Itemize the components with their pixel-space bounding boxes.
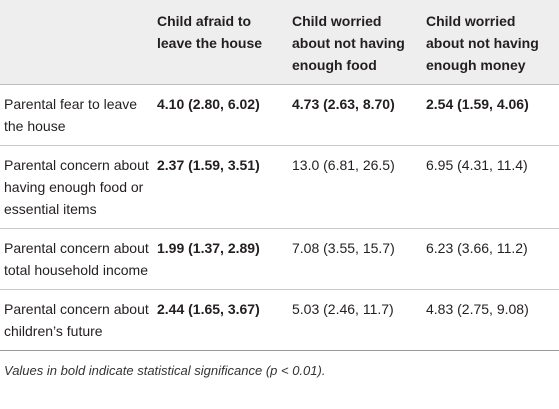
table-row: Parental concern about total household i… — [0, 228, 559, 290]
table-header: Child afraid to leave the house Child wo… — [0, 0, 559, 85]
cell: 4.10 (2.80, 6.02) — [153, 84, 288, 146]
row-label: Parental concern about having enough foo… — [0, 145, 153, 229]
cell: 2.54 (1.59, 4.06) — [422, 84, 559, 146]
cell: 5.03 (2.46, 11.7) — [288, 289, 422, 351]
header-cell — [0, 0, 153, 85]
table-row: Parental concern about children’s future… — [0, 289, 559, 351]
row-label: Parental concern about children’s future — [0, 289, 153, 351]
header-cell: Child afraid to leave the house — [153, 0, 288, 85]
table-row: Parental fear to leave the house 4.10 (2… — [0, 84, 559, 146]
data-table: Child afraid to leave the house Child wo… — [0, 0, 559, 351]
table-row: Parental concern about having enough foo… — [0, 145, 559, 229]
header-cell: Child worried about not having enough fo… — [288, 0, 422, 85]
table-body: Parental fear to leave the house 4.10 (2… — [0, 84, 559, 351]
cell: 7.08 (3.55, 15.7) — [288, 228, 422, 290]
cell: 1.99 (1.37, 2.89) — [153, 228, 288, 290]
cell: 4.73 (2.63, 8.70) — [288, 84, 422, 146]
row-label: Parental fear to leave the house — [0, 84, 153, 146]
header-row: Child afraid to leave the house Child wo… — [0, 0, 559, 85]
cell: 4.83 (2.75, 9.08) — [422, 289, 559, 351]
cell: 6.23 (3.66, 11.2) — [422, 228, 559, 290]
cell: 6.95 (4.31, 11.4) — [422, 145, 559, 229]
cell: 13.0 (6.81, 26.5) — [288, 145, 422, 229]
cell: 2.37 (1.59, 3.51) — [153, 145, 288, 229]
footnote: Values in bold indicate statistical sign… — [4, 363, 326, 378]
header-cell: Child worried about not having enough mo… — [422, 0, 559, 85]
cell: 2.44 (1.65, 3.67) — [153, 289, 288, 351]
row-label: Parental concern about total household i… — [0, 228, 153, 290]
